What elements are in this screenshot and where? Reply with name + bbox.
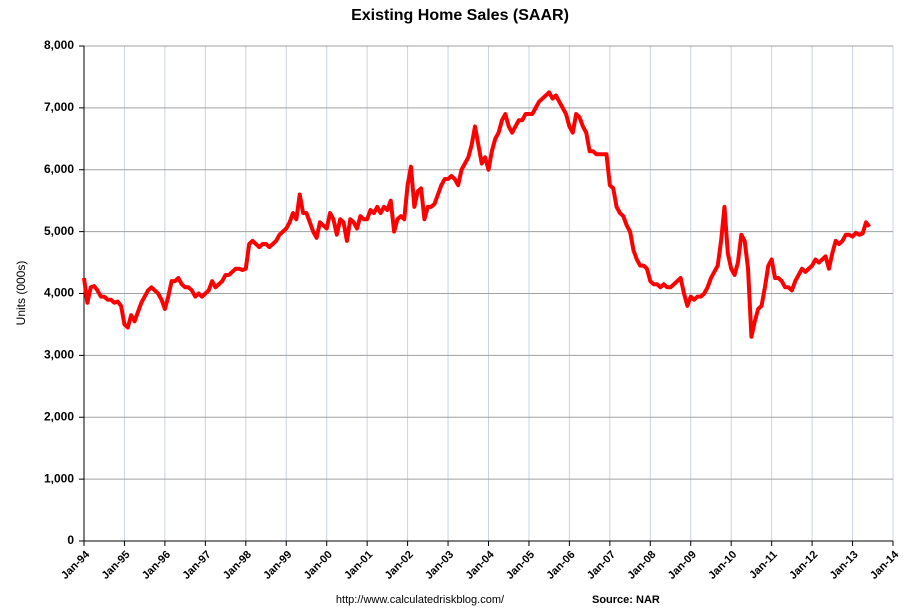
x-tick-label: Jan-06 — [544, 549, 577, 582]
x-tick-label: Jan-14 — [868, 548, 902, 582]
y-tick-label: 0 — [67, 533, 74, 547]
data-line — [82, 90, 871, 339]
x-tick-label: Jan-11 — [747, 549, 780, 582]
x-tick-label: Jan-07 — [585, 549, 618, 582]
x-tick-label: Jan-13 — [828, 549, 861, 582]
x-tick-label: Jan-05 — [504, 549, 537, 582]
y-tick-label: 2,000 — [44, 409, 74, 423]
footer-url: http://www.calculatedriskblog.com/ — [336, 594, 505, 606]
x-tick-label: Jan-96 — [140, 549, 173, 582]
x-tick-label: Jan-00 — [302, 549, 335, 582]
x-tick-label: Jan-03 — [423, 549, 456, 582]
y-axis-label: Units (000s) — [14, 261, 28, 326]
x-tick-label: Jan-12 — [787, 549, 820, 582]
y-tick-label: 4,000 — [44, 286, 74, 300]
x-tick-label: Jan-95 — [99, 549, 132, 582]
y-tick-label: 3,000 — [44, 348, 74, 362]
x-tick-label: Jan-94 — [59, 548, 93, 582]
y-tick-label: 6,000 — [44, 162, 74, 176]
y-tick-label: 8,000 — [44, 38, 74, 52]
x-tick-label: Jan-02 — [383, 549, 416, 582]
x-tick-label: Jan-08 — [625, 549, 658, 582]
x-tick-label: Jan-98 — [221, 549, 254, 582]
y-tick-label: 1,000 — [44, 471, 74, 485]
x-tick-label: Jan-99 — [261, 549, 294, 582]
y-tick-label: 7,000 — [44, 100, 74, 114]
x-tick-label: Jan-97 — [180, 549, 213, 582]
x-tick-label: Jan-09 — [666, 549, 699, 582]
footer-source: Source: NAR — [592, 594, 660, 606]
x-tick-label: Jan-01 — [342, 549, 375, 582]
x-tick-label: Jan-04 — [464, 548, 498, 582]
y-tick-label: 5,000 — [44, 224, 74, 238]
chart-title: Existing Home Sales (SAAR) — [351, 7, 569, 24]
x-tick-label: Jan-10 — [706, 549, 739, 582]
